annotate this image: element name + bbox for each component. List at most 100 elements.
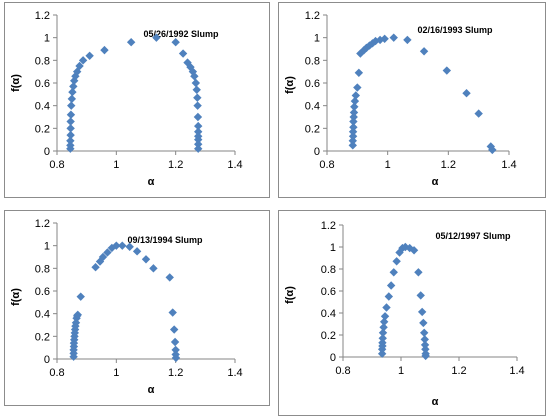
- data-point: [348, 141, 357, 150]
- data-point: [171, 345, 180, 355]
- data-point: [349, 108, 359, 117]
- x-tick-label: 0.8: [49, 159, 64, 171]
- chart-svg: 0 0.2 0.4 0.6 0.8 1 1.2 0.8 1 1.2 1.4 α f(α) 09/13/19…: [10, 218, 243, 396]
- data-point: [75, 61, 84, 71]
- data-point: [171, 38, 180, 47]
- y-tick-label: 0.8: [305, 55, 320, 67]
- data-point: [379, 317, 389, 326]
- data-point: [419, 318, 428, 328]
- data-point: [354, 68, 364, 77]
- data-point: [462, 89, 471, 98]
- data-point: [169, 325, 179, 334]
- y-tick-label: 1: [330, 242, 336, 254]
- x-tick-label: 1.4: [509, 365, 524, 377]
- data-point: [351, 91, 361, 100]
- data-point: [141, 255, 151, 264]
- data-point: [419, 47, 429, 56]
- y-tick-label: 0.4: [321, 308, 336, 320]
- data-point: [168, 308, 177, 317]
- chart-svg: 0 0.2 0.4 0.6 0.8 1 1.2 0.8 1 1.2 1.4 α f(α) 05/12/19…: [284, 220, 525, 408]
- y-axis-label: f(α): [10, 288, 22, 306]
- y-tick-label: 0.4: [35, 309, 50, 321]
- data-point: [103, 248, 112, 257]
- y-tick-label: 0.6: [35, 286, 50, 298]
- data-point: [66, 130, 75, 140]
- y-axis-label: f(α): [284, 286, 296, 304]
- data-point: [194, 127, 203, 136]
- data-point: [359, 45, 369, 55]
- y-tick-label: 0.2: [35, 331, 50, 343]
- y-tick-label: 0: [314, 146, 320, 158]
- data-point: [377, 349, 387, 358]
- data-point: [107, 243, 117, 253]
- data-point: [69, 82, 78, 91]
- chart-panel-1997: 0 0.2 0.4 0.6 0.8 1 1.2 0.8 1 1.2 1.4 α f(α) 05/12/19…: [278, 210, 546, 416]
- data-point: [186, 62, 195, 72]
- data-point: [152, 33, 161, 42]
- data-point: [68, 87, 77, 97]
- data-point: [66, 136, 75, 145]
- y-tick-label: 1.2: [305, 10, 320, 22]
- y-tick-label: 0.8: [321, 264, 336, 276]
- data-point: [193, 101, 202, 110]
- chart-svg: 0 0.2 0.4 0.6 0.8 1 1.2 0.8 1 1.2 1.4 α f(α) 05/26/19…: [10, 10, 243, 188]
- data-point: [126, 38, 136, 47]
- data-point: [67, 101, 76, 110]
- data-point: [70, 76, 79, 85]
- data-point: [488, 145, 497, 155]
- data-point: [194, 121, 203, 131]
- y-tick-label: 0: [44, 354, 50, 366]
- data-point: [72, 67, 82, 76]
- data-point: [190, 72, 199, 81]
- data-point: [165, 273, 174, 282]
- x-tick-label: 1.4: [227, 159, 242, 171]
- data-point: [389, 33, 398, 42]
- y-tick-label: 1.2: [35, 218, 50, 230]
- data-point: [416, 291, 425, 300]
- data-point: [349, 117, 358, 126]
- data-point: [178, 49, 188, 58]
- chart-panel-1993: 0 0.2 0.4 0.6 0.8 1 1.2 0.8 1 1.2 1.4 α f(α) 02/16/19…: [278, 2, 546, 198]
- x-tick-label: 1.2: [168, 159, 183, 171]
- data-point: [112, 241, 121, 250]
- data-point: [409, 246, 419, 255]
- y-tick-label: 0.8: [35, 263, 50, 275]
- x-axis-label: α: [148, 176, 155, 188]
- data-point: [192, 85, 201, 94]
- data-point: [118, 241, 127, 250]
- data-series: [377, 242, 430, 361]
- x-tick-label: 0.8: [49, 367, 64, 379]
- chart-title: 09/13/1994 Slump: [127, 235, 203, 245]
- data-point: [78, 56, 88, 65]
- data-point: [392, 257, 401, 266]
- data-point: [371, 36, 380, 46]
- data-point: [353, 83, 362, 92]
- x-axis-label: α: [148, 384, 155, 396]
- y-tick-label: 0.4: [305, 101, 320, 113]
- x-tick-label: 0.8: [319, 159, 334, 171]
- data-point: [380, 34, 389, 43]
- data-point: [73, 310, 82, 319]
- y-tick-label: 0.6: [305, 78, 320, 90]
- y-tick-label: 1.2: [35, 10, 50, 22]
- data-point: [98, 252, 108, 262]
- data-point: [414, 268, 423, 277]
- data-point: [67, 94, 77, 104]
- data-point: [348, 127, 358, 136]
- data-point: [382, 303, 391, 312]
- data-point: [368, 39, 377, 48]
- data-point: [384, 292, 394, 301]
- data-point: [379, 323, 388, 332]
- y-tick-label: 0.8: [35, 55, 50, 67]
- data-point: [100, 45, 109, 55]
- data-point: [85, 51, 94, 60]
- y-tick-label: 0.2: [305, 123, 320, 135]
- chart-svg: 0 0.2 0.4 0.6 0.8 1 1.2 0.8 1 1.2 1.4 α f(α) 02/16/19…: [284, 10, 517, 188]
- chart-panel-1994: 0 0.2 0.4 0.6 0.8 1 1.2 0.8 1 1.2 1.4 α f(α) 09/13/19…: [4, 210, 270, 406]
- y-axis-label: f(α): [284, 76, 296, 94]
- x-tick-label: 1: [113, 159, 119, 171]
- data-point: [91, 263, 100, 272]
- y-tick-label: 0: [44, 146, 50, 158]
- y-tick-label: 1.2: [321, 220, 336, 232]
- data-point: [194, 144, 203, 153]
